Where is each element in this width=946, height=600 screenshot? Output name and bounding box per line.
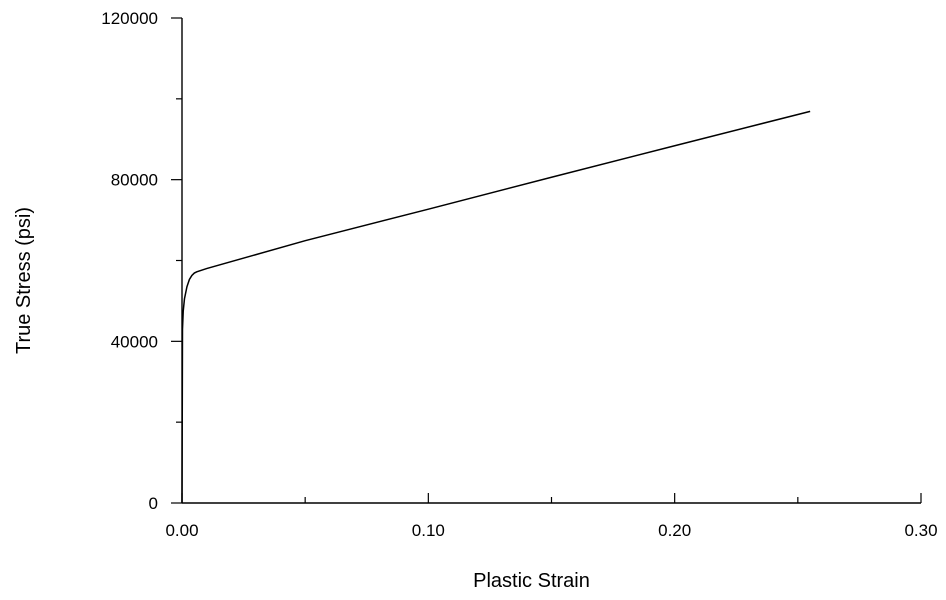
x-tick-label: 0.20 [658, 521, 691, 540]
tick-marks [171, 17, 922, 504]
y-tick-label: 0 [149, 494, 158, 513]
y-tick-label: 120000 [101, 9, 158, 28]
stress-strain-curve [181, 110, 811, 504]
y-tick-label: 40000 [111, 332, 158, 351]
x-axis-label: Plastic Strain [473, 570, 590, 592]
y-tick-label: 80000 [111, 171, 158, 190]
x-tick-label: 0.30 [904, 521, 937, 540]
axes [181, 18, 921, 504]
x-tick-label: 0.10 [412, 521, 445, 540]
x-tick-label: 0.00 [165, 521, 198, 540]
series-group [181, 110, 811, 504]
tick-labels: 0.00 0.10 0.20 0.30 0 40000 80000 120000 [101, 9, 937, 540]
y-axis-label: True Stress (psi) [13, 207, 35, 354]
